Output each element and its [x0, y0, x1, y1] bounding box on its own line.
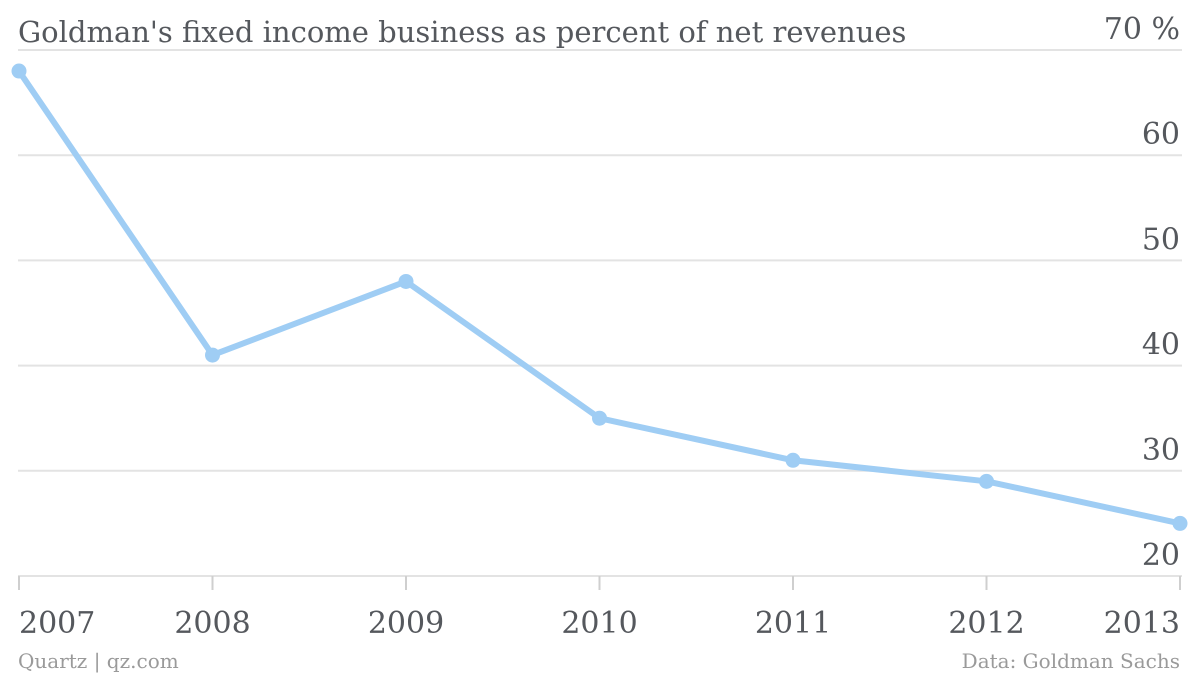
y-tick-label-70: 70 % [1104, 12, 1180, 47]
x-tick-label-2008: 2008 [174, 606, 250, 641]
data-point-2011 [785, 452, 801, 468]
data-points [11, 63, 1188, 531]
y-tick-label-40: 40 [1142, 328, 1180, 363]
x-tick-label-2009: 2009 [368, 606, 444, 641]
data-point-2008 [205, 347, 220, 363]
x-tick-label-2011: 2011 [755, 606, 831, 641]
y-axis-tick-labels: 20 30 40 50 60 70 % [1104, 12, 1180, 573]
series-fixed-income-share [16, 68, 1183, 527]
x-axis-ticks [18, 576, 1181, 590]
chart-title: Goldman's fixed income business as perce… [18, 15, 906, 49]
x-tick-label-2007: 2007 [19, 606, 95, 641]
data-point-2010 [592, 410, 607, 426]
x-tick-label-2012: 2012 [948, 606, 1024, 641]
y-tick-label-30: 30 [1142, 433, 1180, 468]
y-tick-label-60: 60 [1142, 117, 1180, 152]
data-point-2013 [1172, 515, 1188, 531]
x-tick-label-2010: 2010 [561, 606, 637, 641]
y-tick-label-50: 50 [1142, 222, 1180, 257]
y-tick-label-20: 20 [1142, 538, 1180, 573]
data-point-2009 [398, 273, 414, 289]
series-line-0 [16, 68, 1183, 527]
data-source: Data: Goldman Sachs [962, 649, 1180, 673]
x-axis-tick-labels: 2007 2008 2009 2010 2011 2012 2013 [19, 606, 1180, 641]
x-tick-label-2013: 2013 [1104, 606, 1180, 641]
source-credit: Quartz | qz.com [18, 649, 179, 674]
data-point-2012 [979, 473, 994, 489]
data-point-2007 [11, 63, 27, 79]
gridlines [18, 49, 1182, 577]
